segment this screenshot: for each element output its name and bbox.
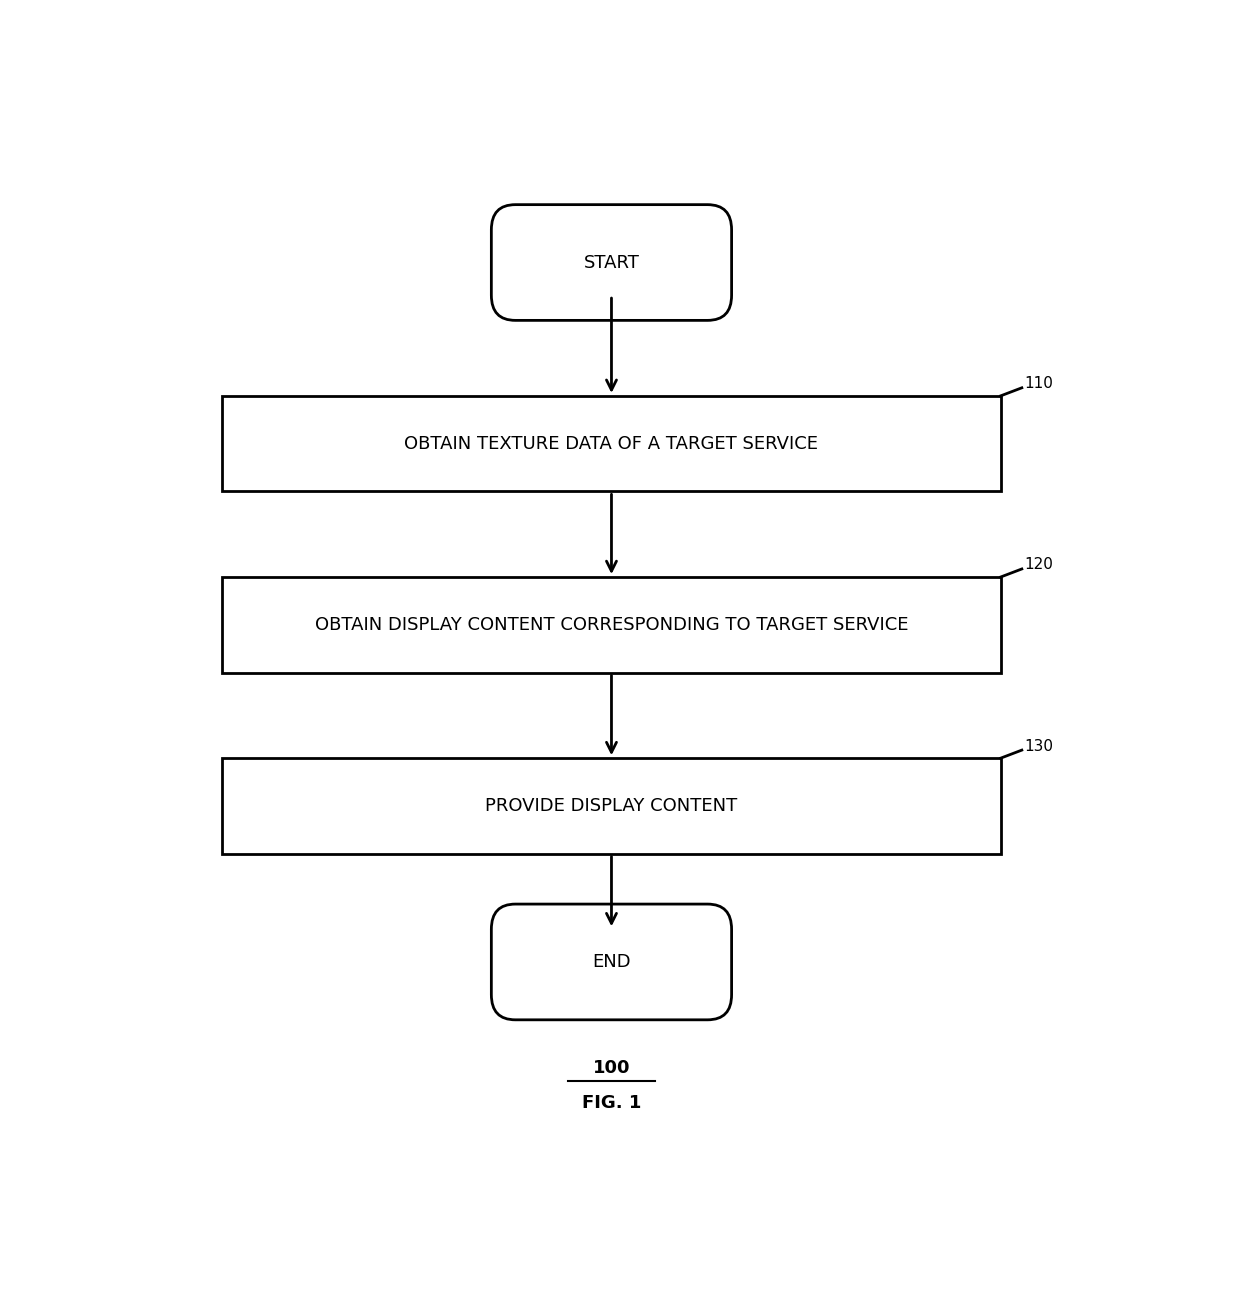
Text: END: END (593, 953, 631, 971)
Text: FIG. 1: FIG. 1 (582, 1094, 641, 1112)
FancyBboxPatch shape (222, 576, 1001, 673)
Text: 120: 120 (1024, 557, 1054, 572)
FancyBboxPatch shape (222, 758, 1001, 853)
Text: 130: 130 (1024, 738, 1054, 754)
Text: START: START (584, 254, 640, 272)
Text: 100: 100 (593, 1059, 630, 1077)
Text: PROVIDE DISPLAY CONTENT: PROVIDE DISPLAY CONTENT (485, 797, 738, 816)
FancyBboxPatch shape (491, 904, 732, 1019)
FancyBboxPatch shape (222, 396, 1001, 491)
FancyBboxPatch shape (491, 205, 732, 320)
Text: OBTAIN TEXTURE DATA OF A TARGET SERVICE: OBTAIN TEXTURE DATA OF A TARGET SERVICE (404, 435, 818, 452)
Text: 110: 110 (1024, 376, 1054, 391)
Text: OBTAIN DISPLAY CONTENT CORRESPONDING TO TARGET SERVICE: OBTAIN DISPLAY CONTENT CORRESPONDING TO … (315, 616, 908, 634)
